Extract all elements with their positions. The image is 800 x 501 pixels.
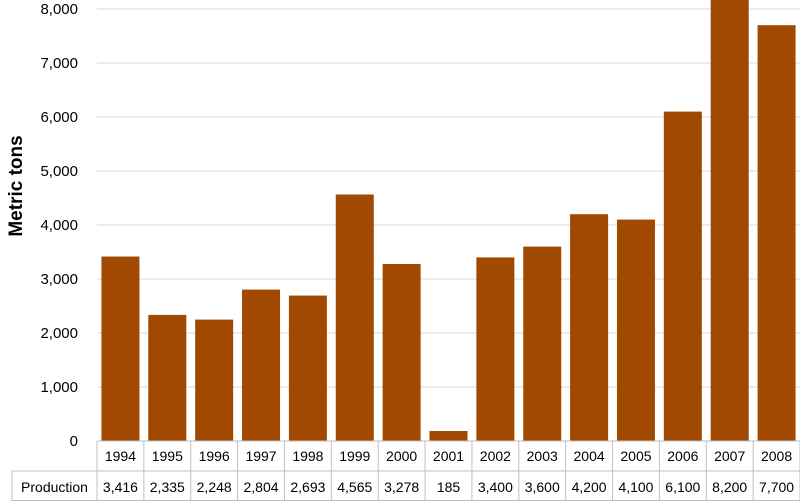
y-tick-label: 0 [70, 433, 78, 450]
bar [148, 314, 187, 441]
bar [616, 219, 655, 441]
bar [663, 111, 702, 441]
data-value-label: 6,100 [665, 479, 700, 495]
bar [476, 257, 515, 441]
data-value-label: 3,600 [525, 479, 560, 495]
bar [335, 194, 374, 441]
data-value-label: 3,278 [384, 479, 419, 495]
bar [429, 431, 468, 441]
data-value-label: 2,248 [197, 479, 232, 495]
y-tick-label: 5,000 [40, 163, 78, 180]
y-tick-label: 6,000 [40, 109, 78, 126]
category-label: 2003 [527, 448, 558, 464]
y-axis-label: Metric tons [6, 135, 27, 236]
bar [101, 256, 140, 441]
bar [757, 25, 796, 441]
category-label: 1997 [245, 448, 276, 464]
category-label: 1995 [152, 448, 183, 464]
category-label: 2000 [386, 448, 417, 464]
category-label: 2007 [714, 448, 745, 464]
bar [570, 214, 609, 441]
data-value-label: 3,416 [103, 479, 138, 495]
category-label: 2005 [620, 448, 651, 464]
category-label: 2002 [480, 448, 511, 464]
y-tick-label: 2,000 [40, 325, 78, 342]
category-label: 1994 [105, 448, 136, 464]
category-label: 2008 [761, 448, 792, 464]
bar [382, 263, 421, 441]
bars [101, 0, 796, 441]
data-value-label: 3,400 [478, 479, 513, 495]
bar [195, 319, 234, 441]
data-value-label: 2,804 [244, 479, 279, 495]
data-value-label: 185 [437, 479, 461, 495]
data-value-label: 7,700 [759, 479, 794, 495]
data-value-label: 8,200 [712, 479, 747, 495]
y-tick-label: 8,000 [40, 1, 78, 18]
category-label: 2006 [667, 448, 698, 464]
category-label: 2004 [574, 448, 605, 464]
data-table: 1994 1995 1996 1997 1998 1999 2000 2001 2002 2003… [11, 440, 800, 501]
y-tick-labels: 0 1,000 2,000 3,000 4,000 5,000 6,000 7,000 8,00… [40, 1, 78, 450]
bar [710, 0, 749, 441]
data-value-label: 2,693 [290, 479, 325, 495]
data-value-label: 2,335 [150, 479, 185, 495]
bar [523, 246, 562, 441]
data-value-label: 4,200 [572, 479, 607, 495]
y-tick-label: 3,000 [40, 271, 78, 288]
category-label: 1998 [292, 448, 323, 464]
data-value-label: 4,565 [337, 479, 372, 495]
category-label: 1999 [339, 448, 370, 464]
category-label: 2001 [433, 448, 464, 464]
series-name: Production [21, 479, 88, 495]
y-tick-label: 4,000 [40, 217, 78, 234]
y-tick-label: 1,000 [40, 379, 78, 396]
category-label: 1996 [199, 448, 230, 464]
data-value-label: 4,100 [618, 479, 653, 495]
y-tick-label: 7,000 [40, 55, 78, 72]
bar [242, 289, 281, 441]
bar [288, 295, 327, 441]
